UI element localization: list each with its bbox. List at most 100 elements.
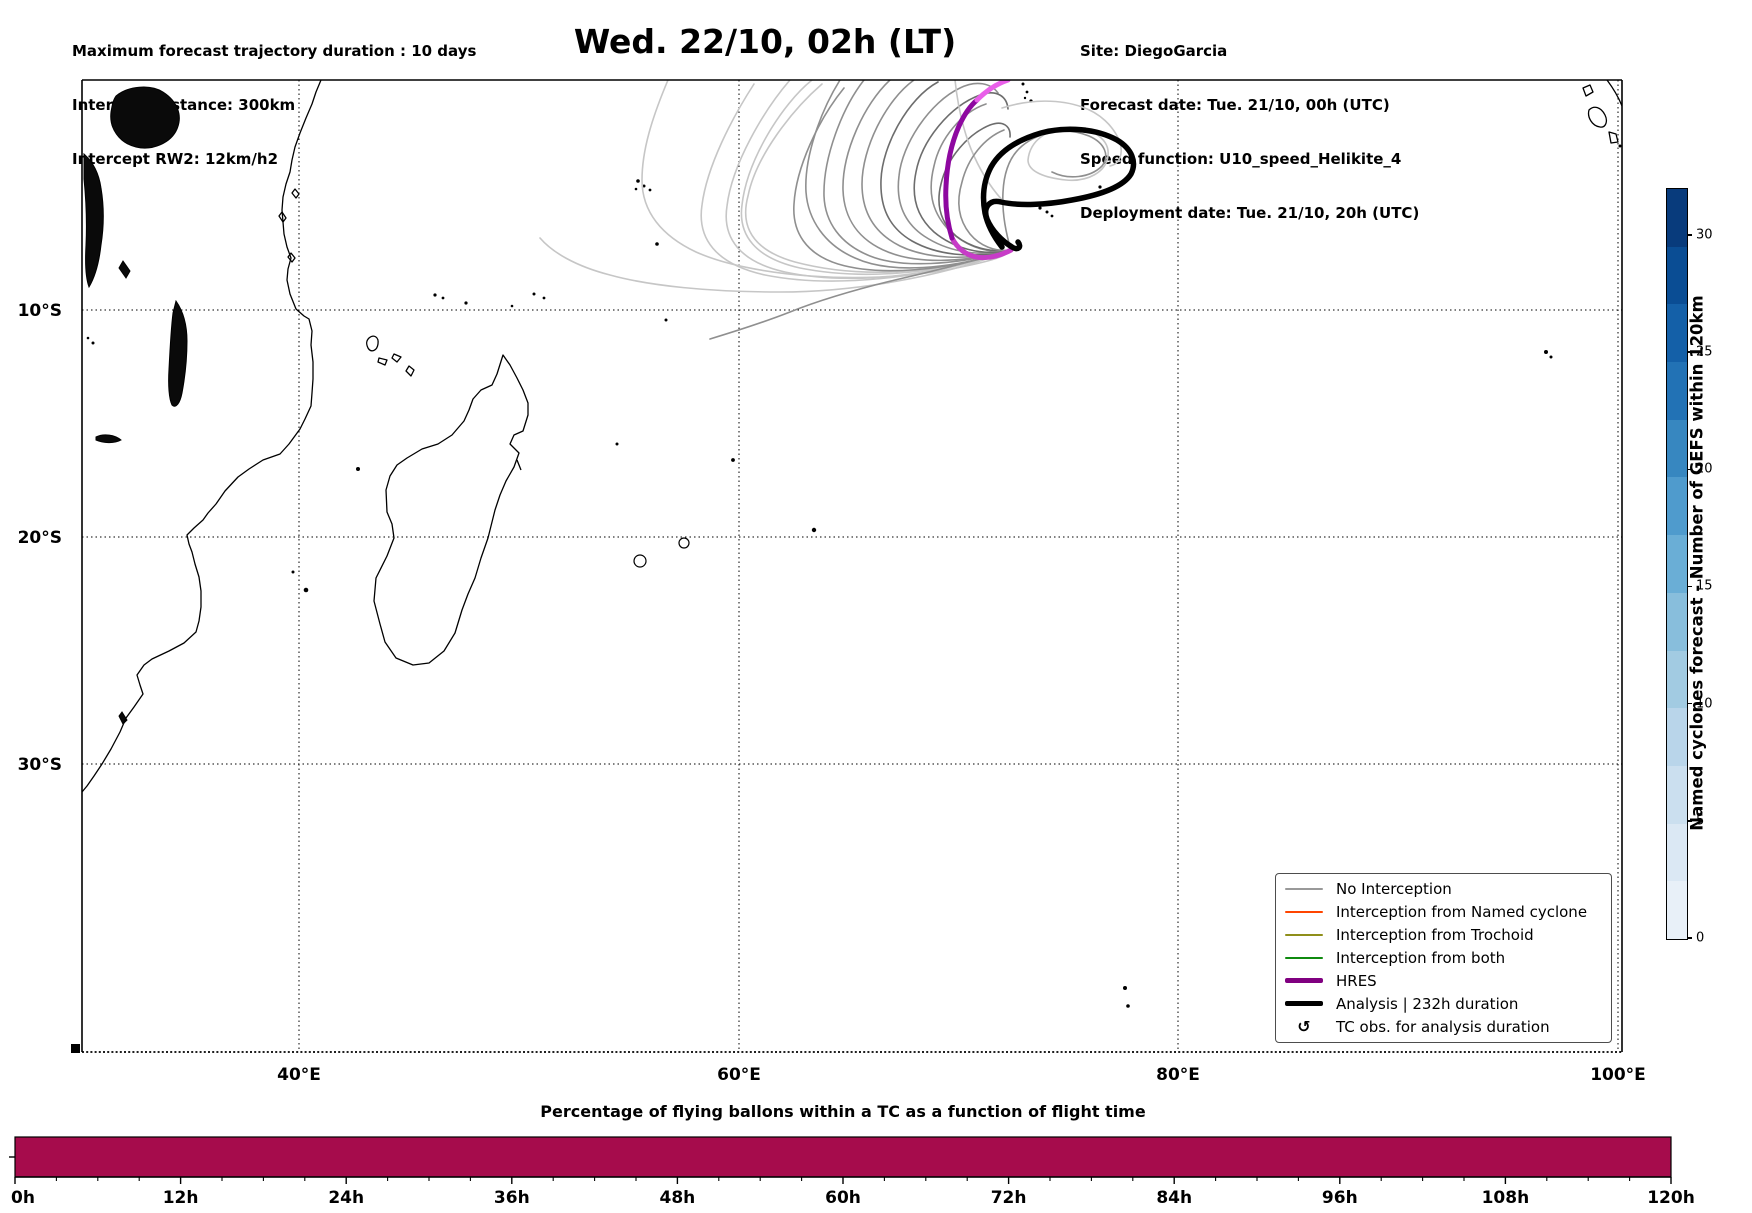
coastline-path: [287, 252, 296, 263]
map-inner: [82, 80, 1622, 1052]
map-legend: No Interception Interception from Named c…: [1275, 873, 1612, 1043]
footer-tick-label: 36h: [494, 1188, 530, 1208]
legend-line: [1285, 934, 1323, 937]
coastline-path: [373, 354, 529, 666]
island-dot: [731, 458, 735, 462]
footer-tick-label: 120h: [1647, 1188, 1695, 1208]
coastline-path: [391, 353, 402, 363]
corner-mark: [71, 1044, 80, 1053]
trajectory-line-mid: [823, 80, 1012, 265]
island-dot: [441, 296, 445, 300]
island-dot: [291, 570, 295, 574]
colorbar-segment: [1667, 419, 1687, 478]
colorbar-segment: [1667, 477, 1687, 536]
coastline-path: [291, 188, 300, 199]
legend-item-label: Interception from Trochoid: [1336, 926, 1534, 945]
lat-tick-label: 30°S: [18, 755, 62, 775]
island-dot: [648, 188, 652, 192]
legend-line: [1285, 888, 1323, 891]
footer-tick-label: 24h: [328, 1188, 364, 1208]
colorbar-tick: [1687, 937, 1692, 939]
legend-item-label: No Interception: [1336, 880, 1452, 899]
plot-title: Wed. 22/10, 02h (LT): [573, 22, 957, 61]
island-dot: [811, 527, 817, 533]
coastline-path: [1606, 80, 1622, 107]
legend-item: ↺ TC obs. for analysis duration: [1284, 1015, 1603, 1038]
island-dot: [1023, 96, 1027, 100]
rotate-arrow-icon: ↺: [1297, 1016, 1311, 1036]
lon-tick-label: 60°E: [717, 1065, 761, 1085]
island-dot: [1544, 350, 1548, 354]
legend-item: HRES: [1284, 969, 1603, 992]
colorbar-segment: [1667, 650, 1687, 709]
legend-line-sample: [1284, 911, 1324, 914]
island-dot: [615, 442, 619, 446]
lat-tick-label: 20°S: [18, 528, 62, 548]
legend-line: [1285, 911, 1323, 914]
colorbar-tick-label: 15: [1696, 578, 1713, 594]
footer-tick-label: 0h: [11, 1188, 35, 1208]
colorbar-segment: [1667, 535, 1687, 593]
legend-item-label: Interception from Named cyclone: [1336, 903, 1588, 922]
trajectory-line-mid: [793, 87, 1012, 272]
trajectory-line-mid: [957, 129, 1012, 252]
trajectory-line-mid: [709, 249, 1012, 340]
colorbar-segment: [1667, 823, 1687, 882]
hres-segment: [974, 80, 1011, 103]
island-dot: [532, 292, 536, 296]
lake-shape: [110, 86, 180, 149]
island-outline: [633, 554, 647, 568]
graticule: [82, 80, 1622, 1052]
island-dot: [1549, 355, 1553, 359]
legend-line-sample: [1284, 888, 1324, 891]
island-dot: [356, 467, 360, 471]
forecast-date: Forecast date: Tue. 21/10, 00h (UTC): [1080, 96, 1390, 114]
legend-item: Analysis | 232h duration: [1284, 992, 1603, 1015]
colorbar-segment: [1667, 362, 1687, 420]
lake-shape: [95, 434, 122, 444]
trajectory-line-light: [539, 237, 1012, 293]
island-dot: [91, 341, 95, 345]
legend-line-sample: [1284, 957, 1324, 959]
colorbar-segment: [1667, 708, 1687, 766]
colorbar-segment: [1667, 881, 1687, 939]
coastline-path: [1587, 106, 1607, 128]
trajectory-line-mid: [897, 82, 1012, 254]
island-dot: [542, 296, 546, 300]
legend-item-label: HRES: [1336, 971, 1377, 990]
colorbar-tick: [1687, 234, 1692, 236]
legend-item: Interception from both: [1284, 947, 1603, 970]
coastline-path: [278, 211, 287, 223]
island-dot: [464, 301, 468, 305]
legend-item-label: TC obs. for analysis duration: [1336, 1017, 1550, 1036]
lon-tick-label: 40°E: [277, 1065, 321, 1085]
lon-tick-label: 80°E: [1156, 1065, 1200, 1085]
island-dot: [1025, 90, 1029, 94]
footer-tick-label: 96h: [1322, 1188, 1358, 1208]
island-dot: [634, 187, 638, 191]
hres-track: [943, 80, 1014, 261]
island-dot: [86, 336, 90, 340]
deployment-date: Deployment date: Tue. 21/10, 20h (UTC): [1080, 204, 1420, 222]
island-dot: [636, 179, 640, 183]
island-dot: [510, 304, 514, 308]
legend-line: [1285, 1001, 1323, 1007]
colorbar-segment: [1667, 304, 1687, 363]
trajectory-line-mid: [842, 80, 1012, 262]
island-dot: [1021, 82, 1025, 86]
island-dot: [1050, 214, 1054, 218]
footer-tick-label: 84h: [1156, 1188, 1192, 1208]
legend-item: No Interception: [1284, 878, 1603, 901]
island-dot: [1045, 210, 1049, 214]
site-name: Site: DiegoGarcia: [1080, 42, 1228, 60]
colorbar-tick: [1687, 351, 1692, 353]
lake-shape: [118, 260, 131, 279]
legend-line: [1285, 957, 1323, 959]
colorbar-segment: [1667, 246, 1687, 305]
colorbar-tick-label: 20: [1696, 461, 1713, 477]
legend-line-sample: [1284, 978, 1324, 984]
colorbar-segment: [1667, 189, 1687, 247]
param-max-duration: Maximum forecast trajectory duration : 1…: [72, 42, 477, 60]
